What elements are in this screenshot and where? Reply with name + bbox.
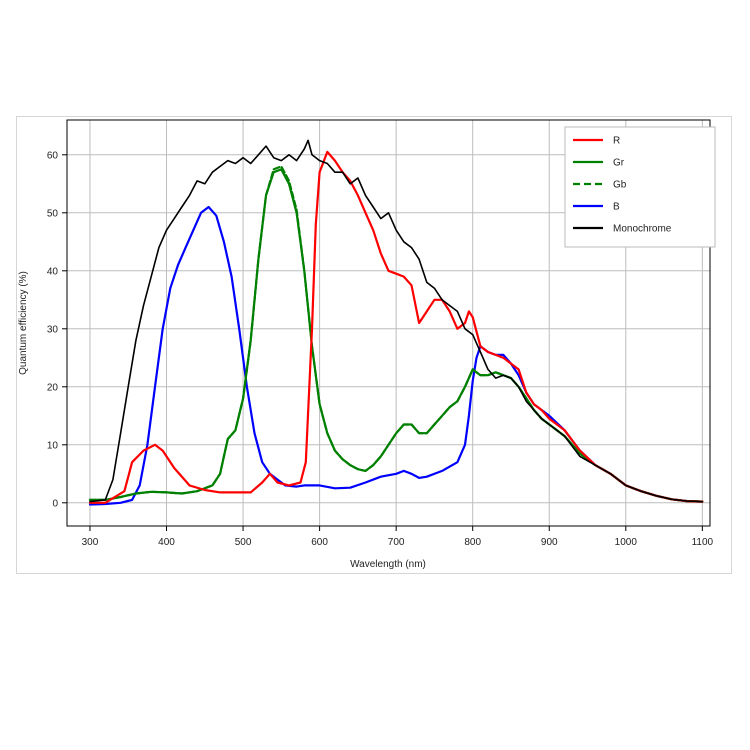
x-tick-label: 400	[158, 537, 175, 548]
legend-label: Gr	[613, 158, 625, 169]
series-line-gb	[88, 165, 704, 503]
series-line-r	[88, 150, 704, 504]
series-lines	[88, 139, 704, 506]
x-tick-label: 800	[464, 537, 481, 548]
x-tick-label: 600	[311, 537, 328, 548]
x-tick-label: 300	[82, 537, 99, 548]
x-axis-title: Wavelength (nm)	[350, 559, 426, 570]
axis-ticks: 300 400 500 600 700 800 900 1000 1100 0 10 20 30 40 50…	[47, 150, 714, 548]
y-tick-label: 40	[47, 266, 59, 277]
legend: R Gr Gb B Monochrome	[564, 126, 716, 248]
legend-label: Monochrome	[613, 224, 672, 235]
y-tick-label: 30	[47, 324, 59, 335]
y-tick-label: 60	[47, 150, 59, 161]
y-axis-title: Quantum efficiency (%)	[18, 271, 29, 375]
chart-frame	[16, 116, 732, 574]
x-tick-label: 700	[388, 537, 405, 548]
x-tick-label: 900	[541, 537, 558, 548]
x-tick-label: 1100	[692, 537, 714, 548]
y-tick-label: 50	[47, 208, 59, 219]
x-tick-label: 1000	[615, 537, 638, 548]
legend-label: Gb	[613, 180, 627, 191]
series-line-monochrome	[89, 139, 704, 503]
series-line-b	[88, 205, 704, 506]
plot-border	[66, 119, 711, 527]
x-tick-label: 500	[235, 537, 252, 548]
legend-label: R	[613, 136, 620, 147]
y-tick-label: 0	[52, 498, 58, 509]
y-tick-label: 10	[47, 440, 59, 451]
legend-label: B	[613, 202, 620, 213]
y-tick-label: 20	[47, 382, 59, 393]
